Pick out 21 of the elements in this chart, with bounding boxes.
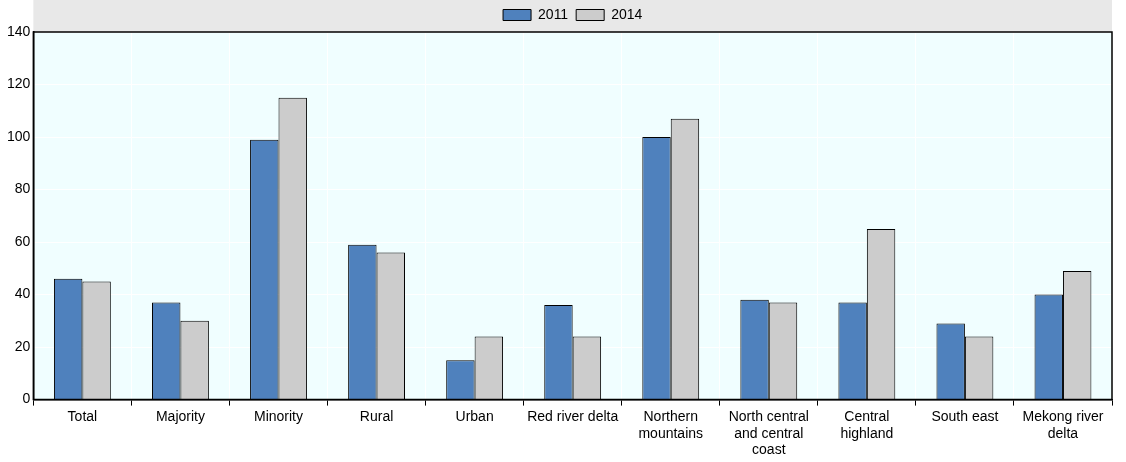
x-tick-label: Total <box>67 407 98 424</box>
y-tick-label: 40 <box>14 285 31 302</box>
x-tick-label: Urban <box>455 407 494 424</box>
x-tick-label: Northern mountains <box>638 407 704 441</box>
legend-label: 2014 <box>611 5 643 22</box>
legend-label: 2011 <box>538 5 569 22</box>
x-tick-label: Rural <box>359 407 394 424</box>
x-tick-label: Red river delta <box>527 407 619 424</box>
x-tick-label: Minority <box>254 407 304 424</box>
x-tick-label: Mekong river delta <box>1022 407 1104 441</box>
y-tick-label: 120 <box>7 75 31 92</box>
y-tick-label: 20 <box>14 337 31 354</box>
x-tick-label: Central highland <box>840 407 894 441</box>
y-tick-label: 0 <box>22 390 31 407</box>
x-tick-label: Majority <box>155 407 205 424</box>
y-tick-label: 140 <box>7 22 31 39</box>
x-tick-label: South east <box>931 407 999 424</box>
y-tick-label: 100 <box>7 127 31 144</box>
y-tick-label: 80 <box>14 180 31 197</box>
y-tick-label: 60 <box>14 232 31 249</box>
x-tick-label: North central and central coast <box>728 407 809 458</box>
